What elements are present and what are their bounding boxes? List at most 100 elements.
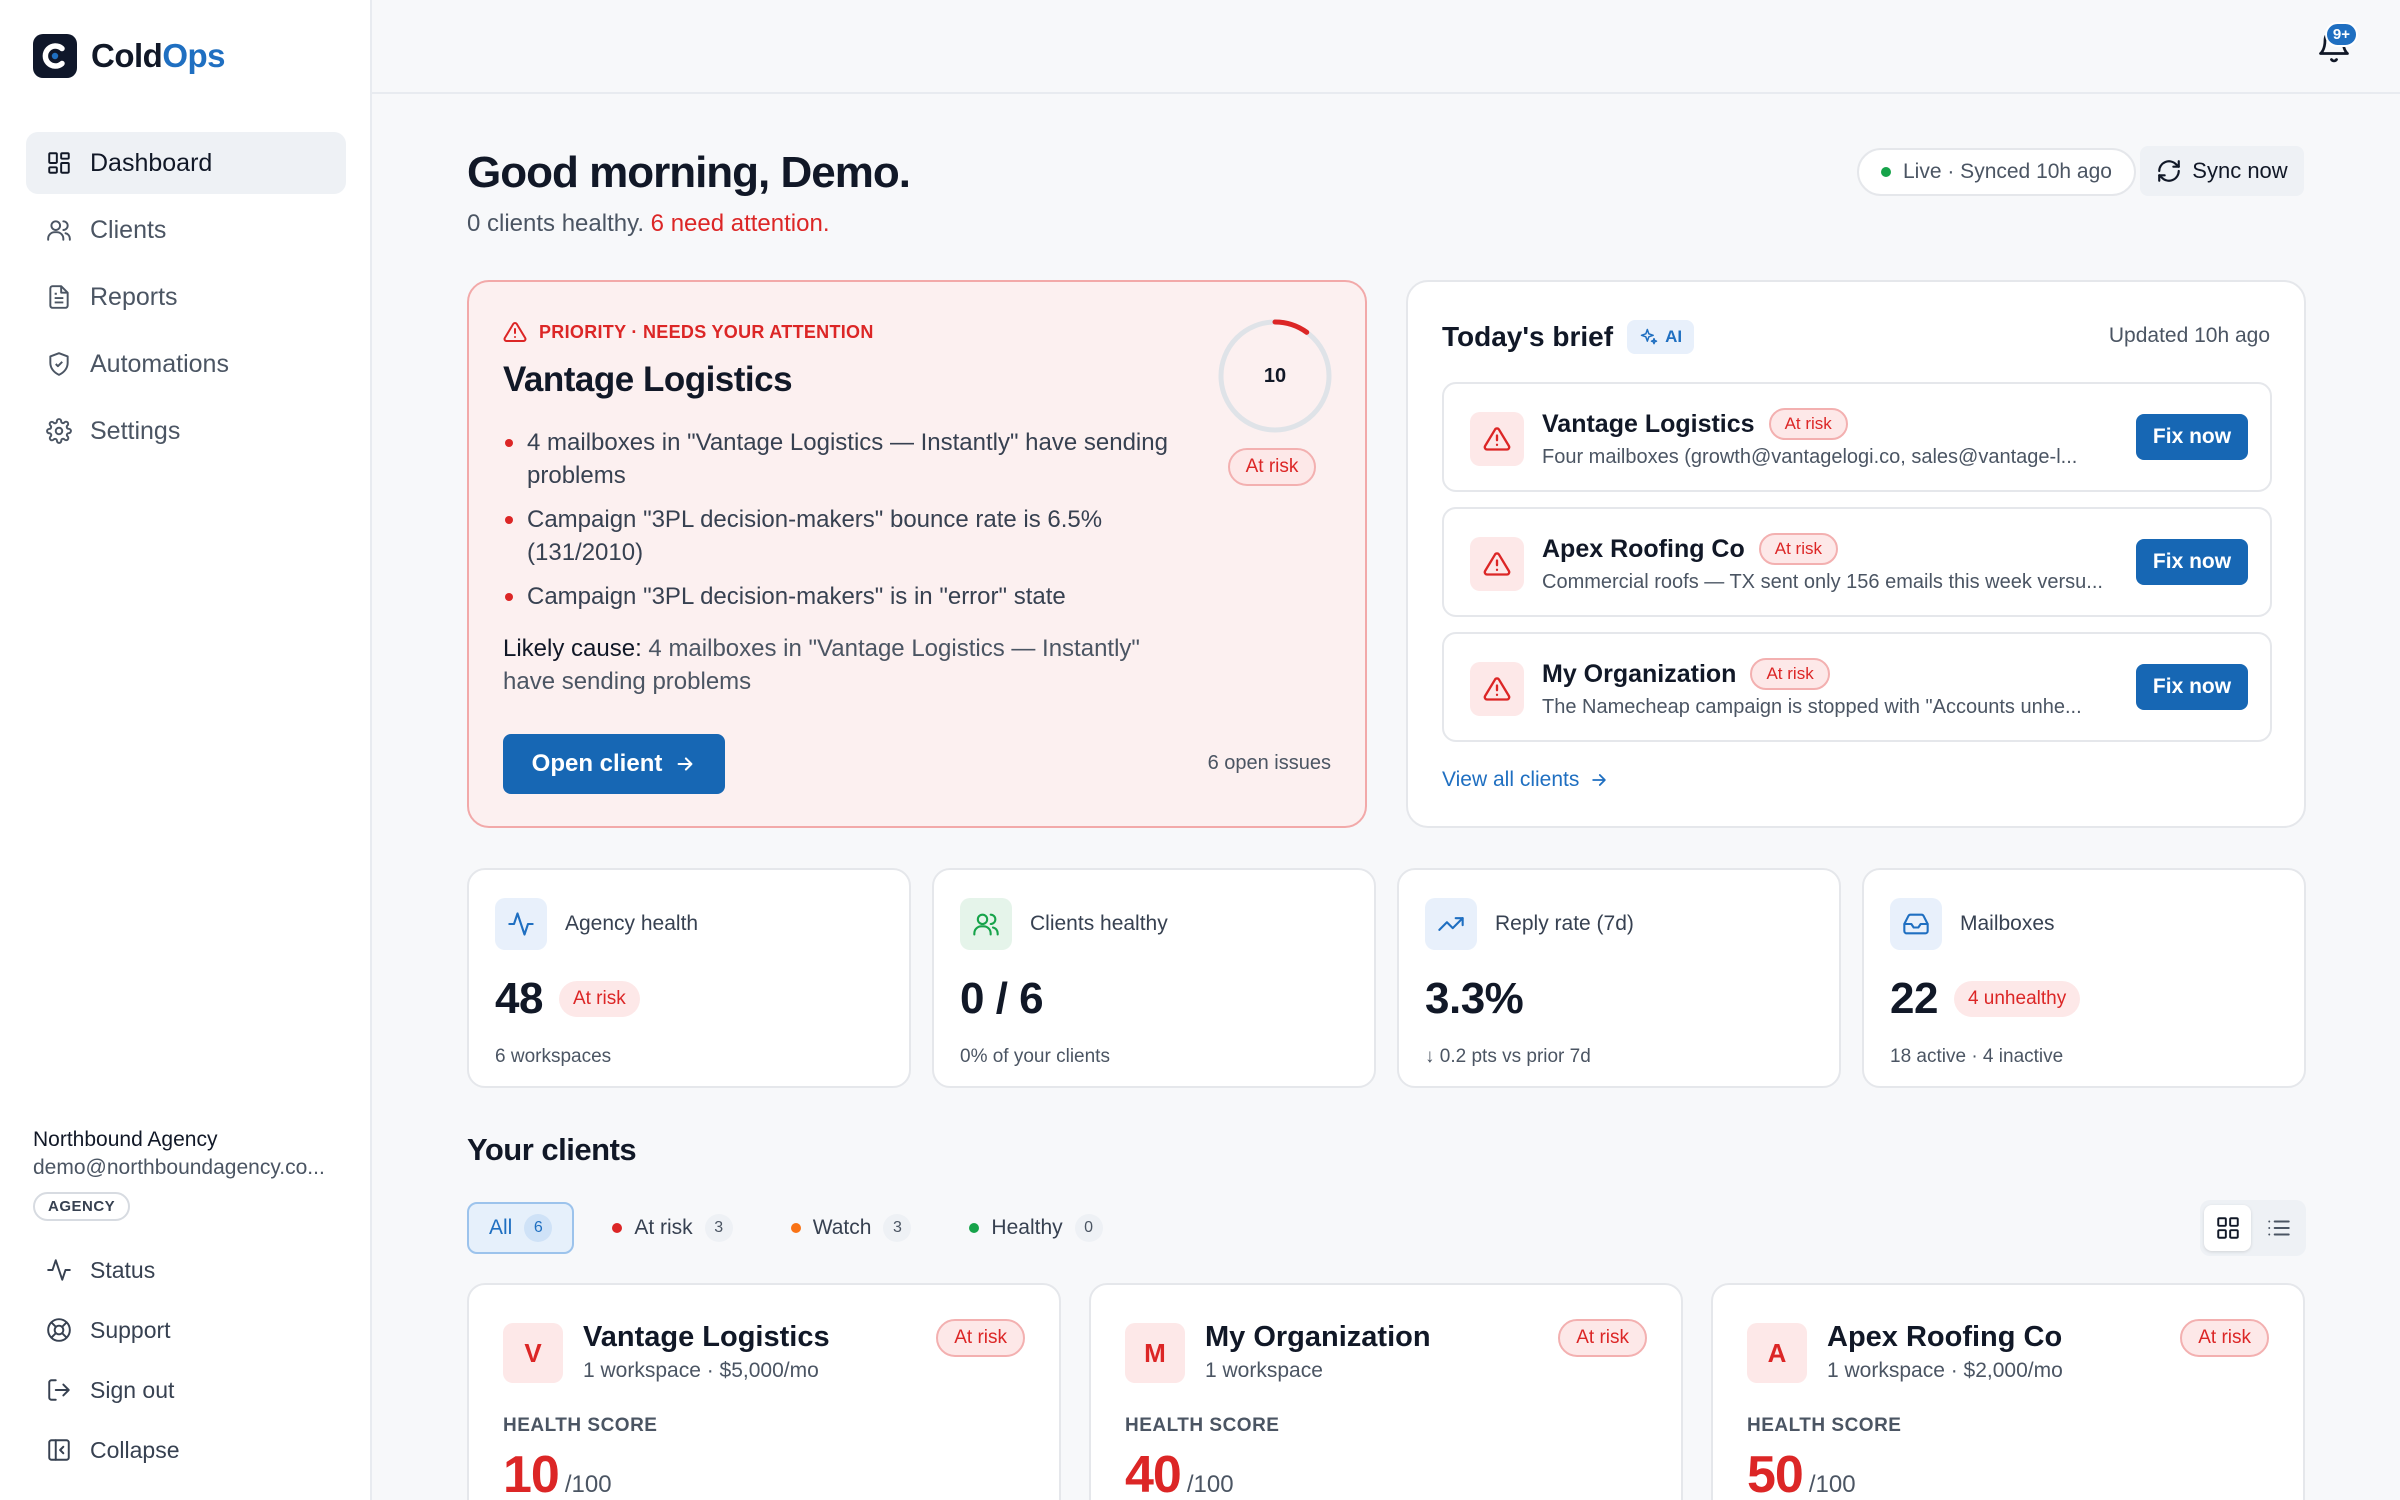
filter-healthy[interactable]: Healthy 0	[949, 1202, 1122, 1254]
nav-item-dashboard[interactable]: Dashboard	[26, 132, 346, 194]
open-client-button[interactable]: Open client	[503, 734, 725, 794]
status-badge: At risk	[1558, 1319, 1647, 1357]
app-logo[interactable]: ColdOps	[33, 34, 226, 78]
stat-value-row: 0 / 6	[960, 974, 1044, 1024]
priority-client-name: Vantage Logistics	[503, 360, 793, 399]
health-score-label: HEALTH SCORE	[503, 1415, 658, 1436]
view-toggle	[2200, 1200, 2306, 1256]
priority-label: PRIORITY · NEEDS YOUR ATTENTION	[503, 320, 874, 344]
stat-value: 0 / 6	[960, 974, 1044, 1023]
live-dot-icon	[1881, 167, 1891, 177]
collapse-button[interactable]: Collapse	[46, 1420, 180, 1480]
fix-now-button[interactable]: Fix now	[2136, 539, 2248, 585]
health-score: 10 /100	[503, 1445, 612, 1500]
health-gauge-value: 10	[1263, 364, 1287, 387]
fix-now-button[interactable]: Fix now	[2136, 664, 2248, 710]
brief-item[interactable]: Apex Roofing Co At risk Commercial roofs…	[1442, 507, 2272, 617]
stat-icon-wrap	[495, 898, 547, 950]
sign-out-button[interactable]: Sign out	[46, 1360, 180, 1420]
brief-item-title: My Organization At risk	[1542, 658, 1830, 690]
nav-item-settings[interactable]: Settings	[26, 400, 346, 462]
health-score: 50 /100	[1747, 1445, 1856, 1500]
nav-item-clients[interactable]: Clients	[26, 199, 346, 261]
filter-label: Watch	[812, 1216, 872, 1239]
nav-label: Dashboard	[90, 148, 213, 177]
status-dot-icon	[612, 1223, 623, 1233]
stat-value: 3.3%	[1425, 974, 1524, 1023]
brief-client-name: My Organization	[1542, 659, 1737, 688]
list-icon	[2267, 1220, 2290, 1236]
likely-cause-label: Likely cause:	[503, 635, 642, 662]
client-card[interactable]: M My Organization 1 workspace At risk HE…	[1089, 1283, 1683, 1500]
stat-icon-wrap	[1425, 898, 1477, 950]
filter-count: 0	[1074, 1214, 1103, 1242]
fix-now-button[interactable]: Fix now	[2136, 414, 2248, 460]
brief-client-name: Vantage Logistics	[1542, 409, 1755, 438]
priority-card: PRIORITY · NEEDS YOUR ATTENTION Vantage …	[467, 280, 1367, 828]
health-score-value: 10	[503, 1446, 560, 1500]
stat-value-row: 48 At risk	[495, 974, 640, 1024]
nav-label: Settings	[90, 416, 181, 445]
filter-all[interactable]: All 6	[467, 1202, 575, 1254]
dashboard-icon	[48, 152, 70, 174]
stat-subtext: 18 active · 4 inactive	[1890, 1046, 2064, 1067]
priority-issue: Campaign "3PL decision-makers" bounce ra…	[503, 503, 1193, 569]
org-info: Northbound Agency demo@northboundagency.…	[33, 1128, 343, 1221]
sync-now-button[interactable]: Sync now	[2140, 146, 2304, 196]
avatar: V	[503, 1323, 563, 1383]
stat-card-mailboxes: Mailboxes 22 4 unhealthy 18 active · 4 i…	[1862, 868, 2306, 1088]
clients-section-title: Your clients	[467, 1132, 637, 1167]
filter-label: All	[489, 1216, 513, 1239]
stat-label: Agency health	[565, 912, 699, 935]
client-meta: 1 workspace · $5,000/mo	[583, 1359, 819, 1382]
nav-item-reports[interactable]: Reports	[26, 266, 346, 328]
logo-mark-icon	[33, 34, 77, 78]
priority-label-text: PRIORITY · NEEDS YOUR ATTENTION	[539, 321, 874, 342]
view-all-clients-link[interactable]: View all clients	[1442, 768, 1609, 792]
nav-item-automations[interactable]: Automations	[26, 333, 346, 395]
health-gauge	[1218, 319, 1332, 433]
status-badge: At risk	[2180, 1319, 2269, 1357]
sync-now-label: Sync now	[2192, 158, 2288, 183]
support-link[interactable]: Support	[46, 1300, 180, 1360]
client-name: Vantage Logistics	[583, 1321, 830, 1353]
brief-title-text: Today's brief	[1442, 321, 1614, 352]
org-role-badge: AGENCY	[33, 1192, 131, 1221]
stat-label: Clients healthy	[1030, 912, 1168, 935]
footer-label: Support	[90, 1316, 171, 1343]
client-card[interactable]: A Apex Roofing Co 1 workspace · $2,000/m…	[1711, 1283, 2305, 1500]
page-title: Good morning, Demo.	[467, 148, 911, 197]
stat-label: Mailboxes	[1960, 912, 2055, 935]
sparkles-icon	[1640, 328, 1658, 345]
client-card[interactable]: V Vantage Logistics 1 workspace · $5,000…	[467, 1283, 1061, 1500]
footer-label: Status	[90, 1256, 156, 1283]
brief-item-title: Vantage Logistics At risk	[1542, 408, 1848, 440]
todays-brief-card: Today's brief AI Updated 10h ago Vantage…	[1406, 280, 2306, 828]
filter-watch[interactable]: Watch 3	[771, 1202, 932, 1254]
refresh-icon	[2158, 160, 2181, 182]
stat-card-agency-health: Agency health 48 At risk 6 workspaces	[467, 868, 911, 1088]
org-name: Northbound Agency	[33, 1128, 218, 1151]
client-name: Apex Roofing Co	[1827, 1321, 2063, 1353]
footer-label: Collapse	[90, 1436, 180, 1463]
users-icon	[47, 220, 71, 241]
stat-value-row: 22 4 unhealthy	[1890, 974, 2081, 1024]
health-score-label: HEALTH SCORE	[1747, 1415, 1902, 1436]
health-score-label: HEALTH SCORE	[1125, 1415, 1280, 1436]
filter-at-risk[interactable]: At risk 3	[592, 1202, 752, 1254]
grid-view-button[interactable]	[2204, 1205, 2251, 1251]
status-link[interactable]: Status	[46, 1240, 180, 1300]
view-all-label: View all clients	[1442, 768, 1580, 791]
list-view-button[interactable]	[2255, 1205, 2302, 1251]
brief-item[interactable]: My Organization At risk The Namecheap ca…	[1442, 632, 2272, 742]
client-meta: 1 workspace	[1205, 1359, 1323, 1382]
file-text-icon	[49, 285, 69, 309]
activity-icon	[508, 912, 534, 936]
likely-cause-text: 4 mailboxes in "Vantage Logistics — Inst…	[503, 635, 1140, 695]
brief-item[interactable]: Vantage Logistics At risk Four mailboxes…	[1442, 382, 2272, 492]
summary-attention: 6 need attention.	[650, 210, 830, 237]
brief-warning-icon-wrap	[1470, 662, 1524, 716]
nav-label: Automations	[90, 349, 229, 378]
arrow-right-icon	[677, 757, 693, 771]
footer-label: Sign out	[90, 1376, 175, 1403]
